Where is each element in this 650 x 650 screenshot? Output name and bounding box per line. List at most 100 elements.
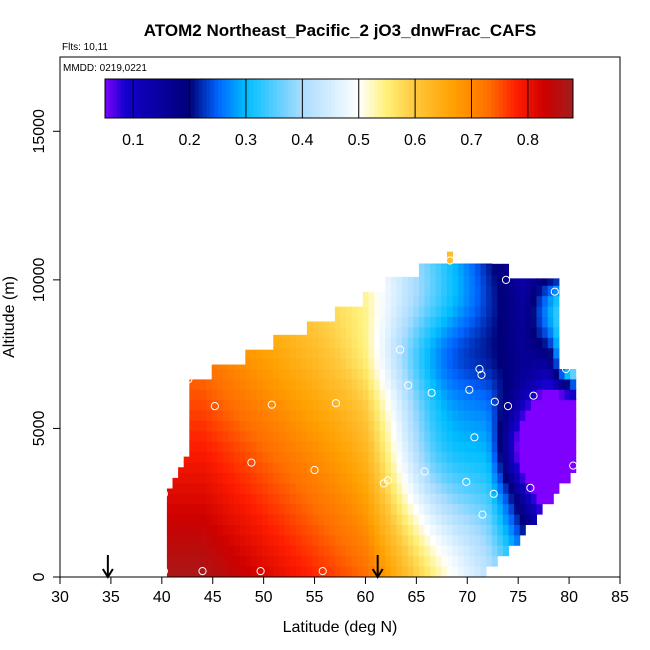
- heatmap-cell: [340, 419, 347, 432]
- heatmap-cell: [295, 336, 302, 349]
- heatmap-cell: [446, 523, 454, 536]
- heatmap-cell: [402, 305, 409, 317]
- heatmap-cell: [329, 326, 336, 338]
- heatmap-cell: [200, 430, 207, 442]
- heatmap-cell: [525, 440, 532, 453]
- heatmap-cell: [379, 513, 386, 525]
- heatmap-cell: [239, 555, 246, 567]
- heatmap-cell: [200, 440, 207, 453]
- heatmap-cell: [262, 378, 269, 390]
- heatmap-cell: [194, 409, 202, 421]
- heatmap-cell: [547, 492, 554, 505]
- heatmap-cell: [396, 305, 403, 317]
- heatmap-cell: [217, 555, 224, 567]
- heatmap-cell: [306, 565, 314, 577]
- heatmap-cell: [407, 284, 414, 297]
- sample-point: [501, 275, 511, 284]
- heatmap-cell: [396, 399, 403, 411]
- heatmap-cell: [502, 440, 510, 453]
- heatmap-cell: [374, 430, 381, 442]
- heatmap-cell: [234, 399, 241, 411]
- heatmap-cell: [340, 523, 347, 536]
- heatmap-cell: [228, 409, 235, 421]
- heatmap-cell: [183, 555, 190, 567]
- heatmap-cell: [290, 334, 297, 338]
- heatmap-cell: [334, 347, 342, 359]
- heatmap-cell: [469, 284, 476, 297]
- heatmap-cell: [334, 430, 342, 442]
- heatmap-cell: [491, 461, 498, 473]
- heatmap-cell: [558, 451, 566, 463]
- heatmap-cell: [256, 430, 263, 442]
- heatmap-cell: [390, 388, 398, 401]
- heatmap-cell: [256, 544, 263, 557]
- heatmap-cell: [469, 378, 476, 390]
- heatmap-cell: [441, 440, 448, 453]
- heatmap-cell: [435, 326, 442, 338]
- heatmap-cell: [469, 409, 476, 421]
- heatmap-cell: [206, 440, 213, 453]
- heatmap-cell: [340, 306, 347, 317]
- colorbar-segment: [534, 79, 539, 118]
- heatmap-cell: [306, 555, 314, 567]
- heatmap-cell: [295, 357, 302, 369]
- heatmap-cell: [514, 388, 521, 401]
- heatmap-cell: [368, 440, 375, 453]
- heatmap-cell: [458, 388, 465, 401]
- heatmap-cell: [217, 492, 224, 505]
- heatmap-cell: [519, 305, 526, 317]
- heatmap-cell: [402, 326, 409, 338]
- heatmap-cell: [502, 451, 510, 463]
- heatmap-cell: [284, 555, 291, 567]
- heatmap-cell: [402, 492, 409, 505]
- heatmap-cell: [334, 555, 342, 567]
- heatmap-cell: [166, 534, 174, 546]
- heatmap-cell: [379, 367, 386, 380]
- heatmap-cell: [273, 451, 280, 463]
- heatmap-cell: [396, 513, 403, 525]
- heatmap-cell: [525, 378, 532, 390]
- heatmap-cell: [172, 482, 179, 494]
- heatmap-cell: [402, 503, 409, 515]
- heatmap-cell: [530, 409, 538, 421]
- heatmap-cell: [385, 326, 392, 338]
- heatmap-cell: [430, 326, 437, 338]
- heatmap-cell: [480, 534, 487, 546]
- heatmap-cell: [463, 440, 470, 453]
- heatmap-cell: [547, 482, 554, 494]
- heatmap-cell: [267, 349, 274, 359]
- heatmap-cell: [194, 544, 202, 557]
- heatmap-cell: [228, 534, 235, 546]
- heatmap-cell: [217, 364, 224, 369]
- heatmap-cell: [267, 565, 274, 577]
- heatmap-cell: [267, 367, 274, 380]
- heatmap-cell: [446, 305, 454, 317]
- heatmap-cell: [458, 544, 465, 557]
- colorbar-segment: [483, 79, 488, 118]
- heatmap-cell: [262, 513, 269, 525]
- heatmap-cell: [318, 388, 325, 401]
- heatmap-cell: [519, 430, 526, 442]
- heatmap-cell: [301, 513, 308, 525]
- heatmap-cell: [346, 513, 353, 525]
- heatmap-cell: [441, 534, 448, 546]
- x-tick-label: 75: [509, 589, 527, 606]
- heatmap-cell: [413, 513, 420, 525]
- heatmap-cell: [435, 305, 442, 317]
- sample-point: [465, 385, 474, 394]
- colorbar-segment: [569, 79, 574, 118]
- heatmap-cell: [502, 523, 510, 536]
- heatmap-cell: [284, 419, 291, 432]
- plot-frame: [59, 56, 621, 578]
- colorbar-segment: [307, 79, 313, 118]
- heatmap-cell: [222, 367, 230, 380]
- heatmap-cell: [497, 315, 504, 328]
- heatmap-cell: [234, 388, 241, 401]
- heatmap-cell: [189, 409, 196, 421]
- heatmap-cell: [323, 336, 330, 349]
- colorbar-segment: [144, 79, 149, 118]
- heatmap-cell: [273, 399, 280, 411]
- heatmap-cell: [250, 492, 258, 505]
- heatmap-cell: [502, 399, 510, 411]
- heatmap-cell: [413, 492, 420, 505]
